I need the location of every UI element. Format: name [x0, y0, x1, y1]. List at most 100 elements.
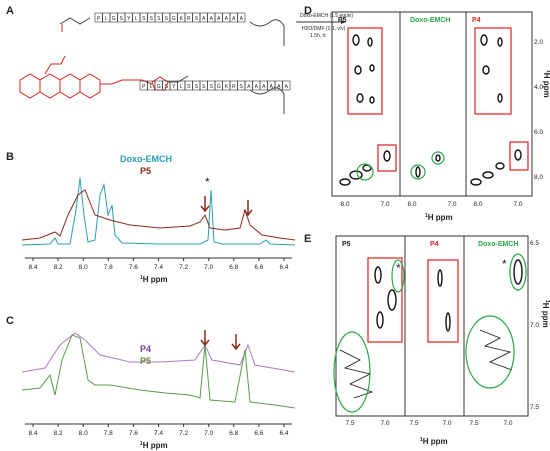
subpanel-label: Doxo-EMCH: [410, 17, 450, 24]
panel-label: C: [6, 315, 14, 327]
x-tick-label: 7.6: [129, 430, 138, 437]
x-tick-label: 7.6: [129, 264, 138, 271]
highlight-box: [347, 27, 383, 115]
residue: S: [120, 16, 124, 22]
residue: R: [187, 16, 191, 22]
y-tick-label: 6.5: [530, 240, 539, 247]
label: H ppm: [143, 275, 168, 284]
residue: S: [187, 84, 191, 90]
residue: Y: [127, 16, 131, 22]
residue: A: [210, 16, 214, 22]
x-tick-label: 6.8: [229, 430, 238, 437]
subpanel-label: P4: [472, 17, 481, 24]
subpanel-label: Doxo-EMCH: [478, 241, 518, 248]
residue-box: [282, 80, 291, 91]
x-tick-label: 8.0: [79, 264, 88, 271]
x-tick-label: 6.8: [229, 264, 238, 271]
doxorubicin: [19, 55, 169, 99]
panel-label: A: [6, 5, 14, 17]
x-tick-label: 7.2: [179, 430, 188, 437]
residue: G: [217, 84, 221, 90]
y-tick-label: 8.0: [534, 174, 543, 181]
x-tick-label: 8.2: [54, 264, 63, 271]
highlight-circle: [391, 259, 405, 293]
sup: 1: [425, 213, 428, 219]
label: H ppm: [542, 73, 550, 98]
x-tick-label: 6.4: [279, 264, 288, 271]
x-tick-label: 7.0: [503, 420, 512, 427]
residue: P: [142, 84, 146, 90]
x-tick-label: 8.4: [28, 264, 37, 271]
x-tick-label: 6.6: [254, 264, 263, 271]
x-tick-label: 7.0: [513, 201, 522, 208]
residue: S: [142, 16, 146, 22]
subpanel-label: P5: [338, 17, 347, 24]
x-tick-label: 8.2: [54, 430, 63, 437]
residue: P: [97, 16, 101, 22]
x-tick-label: 7.5: [469, 420, 478, 427]
residue: A: [240, 16, 244, 22]
highlight-circle: [509, 253, 527, 291]
arrow-head: [341, 20, 346, 24]
molecule: [168, 75, 189, 83]
x-tick-label: 8.0: [79, 430, 88, 437]
residue: A: [255, 84, 259, 90]
asterisk: *: [396, 261, 401, 275]
highlight-box: [474, 27, 512, 115]
molecule: [59, 17, 91, 25]
sup: 1: [420, 437, 423, 443]
x-tick-label: 7.8: [104, 264, 113, 271]
solvent: H2O/DMF (1:1, v/v): [302, 26, 346, 32]
residue: A: [277, 84, 281, 90]
x-tick-label: 8.0: [340, 201, 349, 208]
sup: 1: [545, 70, 550, 73]
axis-label: 1H ppm: [140, 441, 168, 450]
x-tick-label: 8.4: [28, 430, 37, 437]
x-tick-label: 7.0: [442, 420, 451, 427]
residue: K: [225, 84, 229, 90]
residue: S: [240, 84, 244, 90]
legend-entry: Doxo-EMCH: [120, 154, 172, 164]
legend-entry: P5: [140, 166, 151, 176]
highlight-circle: [356, 163, 374, 181]
contours: [339, 34, 522, 186]
axis-label: 1H ppm: [425, 213, 453, 222]
label: H ppm: [423, 437, 448, 446]
legend-entry: P4: [140, 344, 151, 354]
x-tick-label: 8.0: [473, 201, 482, 208]
residue: Y: [172, 84, 176, 90]
contours: [339, 259, 523, 399]
axis-label: 1H ppm: [542, 70, 550, 98]
reagent: Doxo-EMCH (1.5 equiv): [300, 13, 353, 19]
y-tick-label: 4.0: [534, 84, 543, 91]
asterisk: *: [205, 175, 210, 189]
y-tick-label: 2.0: [534, 39, 543, 46]
residue: L: [135, 16, 138, 22]
subpanel-label: P4: [430, 241, 439, 248]
highlight-circle: [333, 331, 371, 413]
residue: S: [195, 84, 199, 90]
x-tick-label: 8.0: [407, 201, 416, 208]
x-tick-label: 6.4: [279, 430, 288, 437]
highlight-circle: [465, 315, 515, 389]
panel-label: D: [304, 5, 312, 17]
x-tick-label: 7.2: [179, 264, 188, 271]
frame: [331, 11, 533, 197]
label: H ppm: [541, 303, 550, 328]
residue: A: [232, 16, 236, 22]
residue: L: [150, 84, 153, 90]
x-tick-label: 6.6: [254, 430, 263, 437]
subpanel-label: P5: [342, 241, 351, 248]
spectrum: [21, 332, 296, 373]
residue: L: [105, 16, 108, 22]
highlight-circle: [431, 151, 445, 165]
conditions: 1.5h, rt: [310, 33, 326, 39]
x-tick-label: 7.8: [104, 430, 113, 437]
asterisk: *: [502, 257, 507, 271]
residue: A: [217, 16, 221, 22]
x-tick-label: 7.5: [409, 420, 418, 427]
residue: R: [232, 84, 236, 90]
residue: G: [172, 16, 176, 22]
sup: 1: [140, 441, 143, 447]
